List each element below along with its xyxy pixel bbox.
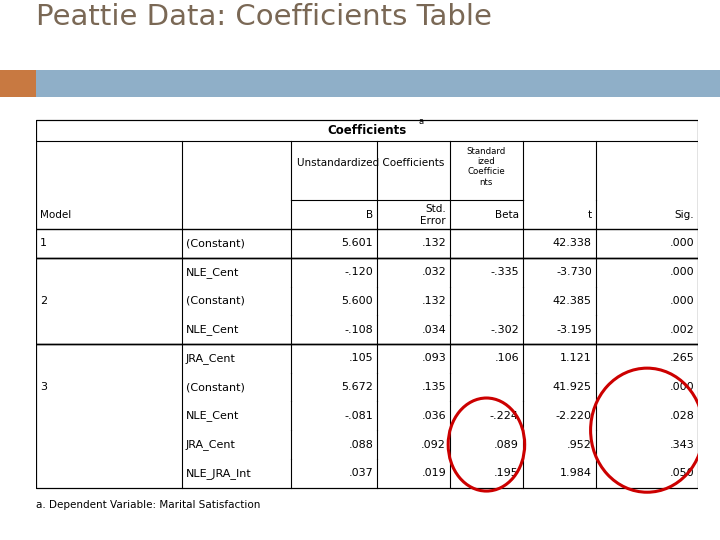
Text: 41.925: 41.925: [553, 382, 592, 392]
Text: .092: .092: [421, 440, 446, 449]
Text: JRA_Cent: JRA_Cent: [186, 439, 235, 450]
Text: t: t: [588, 210, 592, 220]
Text: .089: .089: [494, 440, 519, 449]
Text: .093: .093: [421, 353, 446, 363]
Text: .019: .019: [421, 468, 446, 478]
Text: Peattie Data: Coefficients Table: Peattie Data: Coefficients Table: [36, 3, 492, 31]
Text: -.081: -.081: [344, 411, 373, 421]
Text: Standard
ized
Coefficie
nts: Standard ized Coefficie nts: [467, 147, 506, 187]
Text: -.302: -.302: [490, 325, 519, 335]
Text: .050: .050: [670, 468, 694, 478]
Text: Unstandardized Coefficients: Unstandardized Coefficients: [297, 158, 444, 168]
Text: 3: 3: [40, 382, 47, 392]
Text: -.108: -.108: [344, 325, 373, 335]
Text: .037: .037: [348, 468, 373, 478]
Text: (Constant): (Constant): [186, 296, 245, 306]
Text: -.224: -.224: [490, 411, 519, 421]
Text: 42.338: 42.338: [553, 239, 592, 248]
Text: .106: .106: [494, 353, 519, 363]
Text: .343: .343: [670, 440, 694, 449]
Text: .105: .105: [348, 353, 373, 363]
Text: .952: .952: [567, 440, 592, 449]
Text: NLE_Cent: NLE_Cent: [186, 267, 239, 278]
Text: B: B: [366, 210, 373, 220]
Text: -2.220: -2.220: [556, 411, 592, 421]
Text: 1.984: 1.984: [559, 468, 592, 478]
Bar: [0, 70, 36, 97]
Text: (Constant): (Constant): [186, 382, 245, 392]
Text: NLE_JRA_Int: NLE_JRA_Int: [186, 468, 251, 479]
Text: -.120: -.120: [344, 267, 373, 277]
Text: .132: .132: [421, 296, 446, 306]
Text: Coefficients: Coefficients: [328, 124, 407, 137]
Text: .000: .000: [670, 382, 694, 392]
Text: 1: 1: [40, 239, 47, 248]
Text: .135: .135: [421, 382, 446, 392]
Text: Beta: Beta: [495, 210, 519, 220]
Text: .034: .034: [421, 325, 446, 335]
Text: a: a: [418, 117, 423, 126]
Text: Std.
Error: Std. Error: [420, 204, 446, 226]
Text: .195: .195: [494, 468, 519, 478]
Bar: [36, 70, 720, 97]
Text: .000: .000: [670, 267, 694, 277]
Text: .132: .132: [421, 239, 446, 248]
Text: -3.195: -3.195: [556, 325, 592, 335]
Text: 5.601: 5.601: [341, 239, 373, 248]
Text: 5.672: 5.672: [341, 382, 373, 392]
Text: 42.385: 42.385: [553, 296, 592, 306]
Text: .032: .032: [421, 267, 446, 277]
Text: -.335: -.335: [490, 267, 519, 277]
Text: -3.730: -3.730: [556, 267, 592, 277]
Text: 5.600: 5.600: [341, 296, 373, 306]
Text: JRA_Cent: JRA_Cent: [186, 353, 235, 364]
Text: Sig.: Sig.: [675, 210, 694, 220]
Text: .000: .000: [670, 239, 694, 248]
Text: NLE_Cent: NLE_Cent: [186, 324, 239, 335]
Text: Model: Model: [40, 210, 71, 220]
Text: (Constant): (Constant): [186, 239, 245, 248]
Text: a. Dependent Variable: Marital Satisfaction: a. Dependent Variable: Marital Satisfact…: [36, 500, 261, 510]
Text: 1.121: 1.121: [560, 353, 592, 363]
Text: NLE_Cent: NLE_Cent: [186, 410, 239, 421]
Text: .002: .002: [670, 325, 694, 335]
Text: .265: .265: [670, 353, 694, 363]
Text: 2: 2: [40, 296, 47, 306]
Text: .036: .036: [421, 411, 446, 421]
Text: .000: .000: [670, 296, 694, 306]
Text: .028: .028: [670, 411, 694, 421]
Text: .088: .088: [348, 440, 373, 449]
